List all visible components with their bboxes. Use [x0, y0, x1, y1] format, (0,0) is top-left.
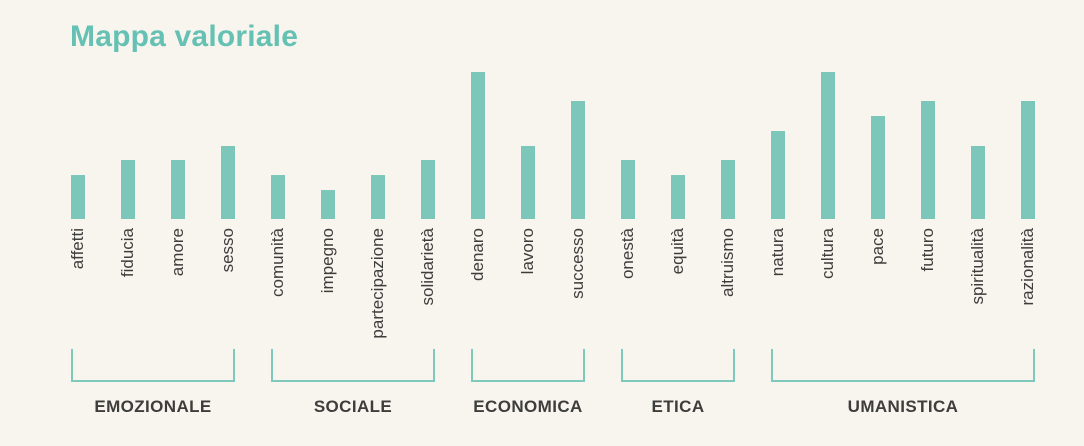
bar-label-successo: successo: [568, 228, 587, 299]
bar-label-cultura: cultura: [818, 228, 837, 280]
group-label-economica: ECONOMICA: [473, 397, 583, 416]
group-label-umanistica: UMANISTICA: [847, 397, 959, 416]
bar-onestà: [621, 160, 635, 219]
bar-fiducia: [121, 160, 135, 219]
bar-sesso: [221, 145, 235, 219]
bar-label-spiritualità: spiritualità: [968, 228, 987, 305]
bar-razionalità: [1021, 101, 1035, 219]
group-bracket-emozionale: [71, 349, 235, 382]
group-bracket-economica: [471, 349, 585, 382]
bar-affetti: [71, 174, 85, 219]
bar-label-partecipazione: partecipazione: [368, 228, 387, 339]
bar-futuro: [921, 101, 935, 219]
group-label-sociale: SOCIALE: [313, 397, 393, 416]
group-label-etica: ETICA: [651, 397, 705, 416]
bar-impegno: [321, 189, 335, 219]
bar-label-fiducia: fiducia: [118, 228, 137, 278]
group-bracket-sociale: [271, 349, 435, 382]
bar-lavoro: [521, 145, 535, 219]
bar-label-razionalità: razionalità: [1018, 228, 1037, 306]
bar-label-solidarietà: solidarietà: [418, 228, 437, 306]
bar-label-altruismo: altruismo: [718, 228, 737, 297]
bar-solidarietà: [421, 160, 435, 219]
bar-altruismo: [721, 160, 735, 219]
bar-comunità: [271, 174, 285, 219]
bar-label-sesso: sesso: [218, 228, 237, 273]
group-bracket-umanistica: [771, 349, 1035, 382]
bar-cultura: [821, 72, 835, 219]
bar-label-denaro: denaro: [468, 228, 487, 281]
bar-label-onestà: onestà: [618, 228, 637, 280]
bar-partecipazione: [371, 174, 385, 219]
group-label-emozionale: EMOZIONALE: [94, 397, 212, 416]
bar-label-comunità: comunità: [268, 228, 287, 297]
bar-label-futuro: futuro: [918, 228, 937, 272]
bar-label-lavoro: lavoro: [518, 228, 537, 275]
group-bracket-etica: [621, 349, 735, 382]
bar-label-equità: equità: [668, 228, 687, 275]
bar-natura: [771, 130, 785, 219]
bar-denaro: [471, 72, 485, 219]
bar-label-pace: pace: [868, 228, 887, 265]
bar-label-affetti: affetti: [68, 228, 87, 270]
bar-amore: [171, 160, 185, 219]
bar-spiritualità: [971, 145, 985, 219]
bar-label-impegno: impegno: [318, 228, 337, 294]
bar-successo: [571, 101, 585, 219]
chart-title: Mappa valoriale: [70, 20, 299, 53]
bar-equità: [671, 174, 685, 219]
bar-label-amore: amore: [168, 228, 187, 277]
bar-pace: [871, 116, 885, 219]
bar-label-natura: natura: [768, 228, 787, 277]
